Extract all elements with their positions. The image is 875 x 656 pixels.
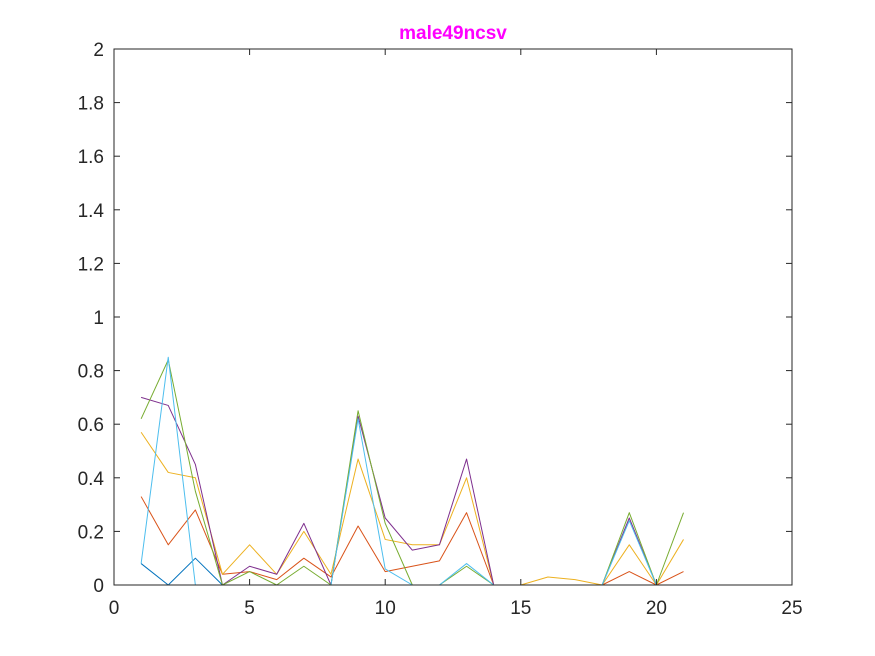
series-line-2 [140, 496, 684, 586]
y-tick-label: 1.4 [78, 201, 105, 222]
x-tick-label: 20 [646, 598, 667, 619]
x-tick-label: 5 [244, 598, 255, 619]
series-line-6 [140, 356, 684, 586]
chart-title: male49ncsv [399, 23, 507, 44]
y-tick-label: 0.8 [78, 362, 104, 383]
series-line-3 [140, 431, 684, 586]
y-tick-label: 1.2 [78, 254, 104, 275]
y-tick-label: 0.6 [78, 415, 104, 436]
x-tick-label: 0 [109, 598, 120, 619]
y-tick-label: 1 [93, 308, 104, 329]
y-tick-label: 2 [93, 40, 104, 61]
series-layer [140, 356, 684, 586]
y-tick-label: 1.8 [78, 94, 104, 115]
plot-area-frame [113, 48, 793, 586]
y-tick-label: 0.4 [78, 469, 105, 490]
y-tick-label: 1.6 [78, 147, 104, 168]
x-tick-label: 10 [375, 598, 396, 619]
y-tick-label: 0 [93, 576, 104, 597]
y-tick-label: 0.2 [78, 522, 104, 543]
series-line-4 [140, 396, 684, 586]
series-line-5 [140, 359, 684, 586]
axis-layer: 0 5 10 15 20 25 0 0.2 0.4 0.6 0.8 1 1.2 1.4 1.6 1.8 2 [78, 40, 803, 619]
x-tick-label: 15 [510, 598, 531, 619]
x-tick-label: 25 [781, 598, 802, 619]
series-line-1 [140, 557, 684, 586]
